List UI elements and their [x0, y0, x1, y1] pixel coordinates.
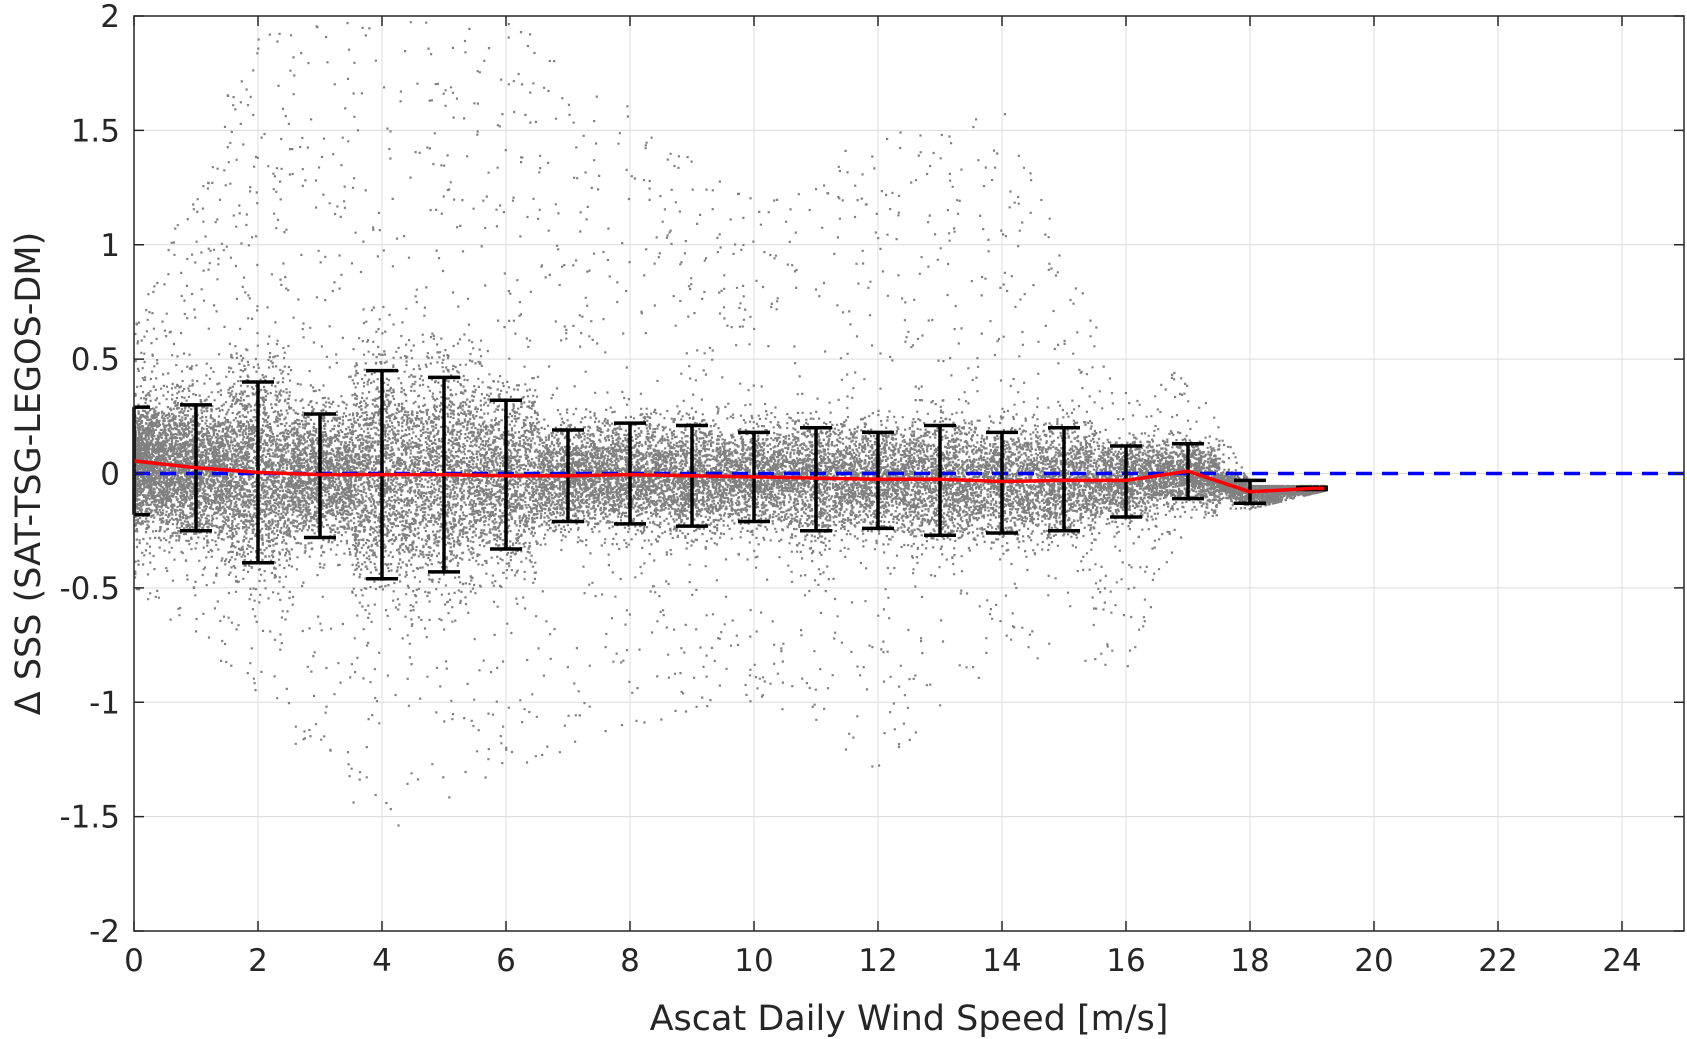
x-tick-label: 24	[1602, 943, 1641, 979]
x-tick-label: 14	[982, 943, 1021, 979]
y-tick-labels: -2 -1.5 -1 -0.5 0 0.5 1 1.5 2	[60, 0, 121, 950]
y-tick-label: 1	[100, 228, 120, 264]
x-tick-label: 4	[372, 943, 392, 979]
x-tick-label: 18	[1230, 943, 1269, 979]
scatter-points	[134, 21, 1327, 827]
x-tick-labels: 0 2 4 6 8 10 12 14 16 18 20 22 24	[124, 943, 1642, 979]
x-tick-label: 2	[248, 943, 268, 979]
x-tick-label: 16	[1106, 943, 1145, 979]
y-tick-label: 2	[100, 0, 120, 35]
x-tick-label: 6	[496, 943, 516, 979]
y-tick-label: -1.5	[60, 800, 121, 836]
y-tick-label: -2	[89, 914, 120, 950]
x-tick-label: 20	[1354, 943, 1393, 979]
x-axis-label: Ascat Daily Wind Speed [m/s]	[650, 999, 1169, 1039]
scatter-cloud	[134, 21, 1327, 827]
x-tick-label: 8	[620, 943, 640, 979]
y-tick-label: -1	[89, 685, 120, 721]
y-tick-label: 0	[100, 457, 120, 493]
x-tick-label: 22	[1478, 943, 1517, 979]
x-tick-label: 0	[124, 943, 144, 979]
y-tick-label: -0.5	[60, 571, 121, 607]
y-tick-label: 1.5	[71, 113, 120, 149]
axes-frame	[133, 15, 1685, 932]
x-tick-label: 12	[858, 943, 897, 979]
x-tick-label: 10	[734, 943, 773, 979]
y-tick-label: 0.5	[71, 342, 120, 378]
mean-line-path	[133, 459, 1325, 494]
mean-line	[133, 459, 1325, 494]
y-axis-label: Δ SSS (SAT-TSG-LEGOS-DM)	[9, 232, 49, 715]
